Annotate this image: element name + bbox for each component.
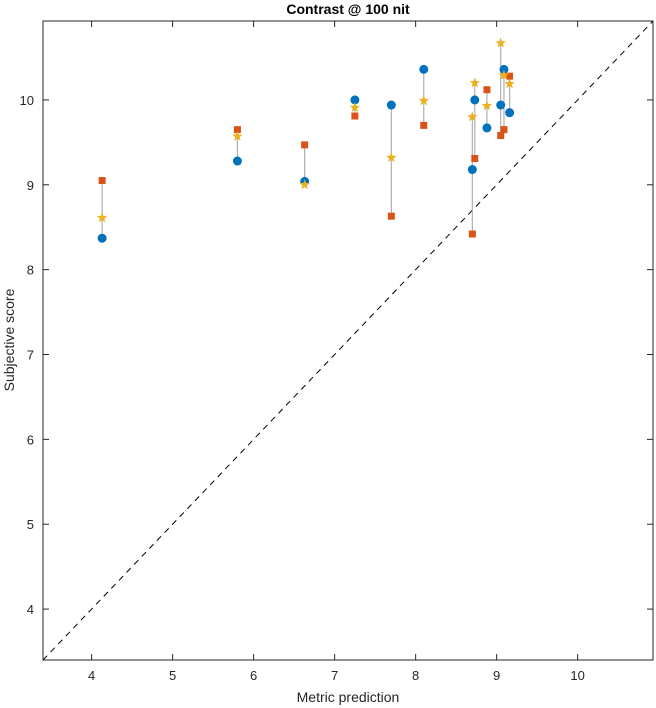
square-point (420, 121, 428, 129)
chart-title: Contrast @ 100 nit (286, 1, 410, 17)
square-point (483, 86, 491, 94)
y-tick-label: 4 (27, 602, 34, 617)
circle-point (470, 95, 480, 105)
series-circle-markers (97, 64, 515, 243)
star-point (96, 212, 108, 223)
y-tick-label: 8 (27, 263, 34, 278)
star-point (481, 100, 493, 111)
circle-point (467, 165, 477, 175)
square-point (233, 126, 241, 134)
circle-point (232, 156, 242, 166)
star-point (469, 77, 481, 88)
square-point (98, 177, 106, 185)
x-tick-label: 4 (88, 668, 95, 683)
square-point (351, 112, 359, 120)
marks-layer (96, 37, 515, 243)
y-tick-label: 6 (27, 432, 34, 447)
square-point (497, 132, 505, 140)
x-tick-label: 8 (412, 668, 419, 683)
square-point (468, 230, 476, 238)
star-point (504, 78, 515, 89)
x-tick-label: 7 (331, 668, 338, 683)
y-axis-label: Subjective score (1, 288, 17, 391)
circle-point (386, 100, 396, 110)
star-point (418, 95, 429, 106)
reference-diagonal-line (42, 20, 654, 661)
y-tick-label: 5 (27, 517, 34, 532)
plot-frame (42, 20, 654, 661)
series-square-markers (98, 72, 514, 238)
square-point (301, 141, 309, 149)
series-star-markers (96, 37, 515, 223)
circle-point (496, 100, 506, 110)
x-tick-label: 5 (169, 668, 176, 683)
square-point (387, 212, 395, 220)
circle-point (482, 123, 492, 133)
star-point (495, 37, 506, 48)
square-point (500, 126, 508, 134)
circle-point (97, 233, 107, 243)
y-tick-label: 7 (27, 348, 34, 363)
circle-point (499, 64, 509, 74)
circle-point (350, 95, 360, 105)
y-tick-label: 10 (20, 93, 34, 108)
star-point (498, 69, 510, 80)
x-tick-label: 9 (493, 668, 500, 683)
star-point (299, 179, 310, 190)
x-axis-label: Metric prediction (297, 689, 400, 705)
square-point (471, 154, 479, 162)
circle-point (505, 108, 515, 118)
y-tick-label: 9 (27, 178, 34, 193)
x-tick-label: 6 (250, 668, 257, 683)
square-point (506, 72, 514, 80)
star-point (386, 152, 397, 163)
x-tick-label: 10 (570, 668, 584, 683)
circle-point (419, 64, 429, 74)
ticks-layer: 4 5 6 7 8 9 10 4 5 6 7 8 9 10 (20, 21, 653, 683)
star-point (232, 130, 243, 141)
star-point (349, 102, 361, 113)
star-point (467, 111, 478, 122)
